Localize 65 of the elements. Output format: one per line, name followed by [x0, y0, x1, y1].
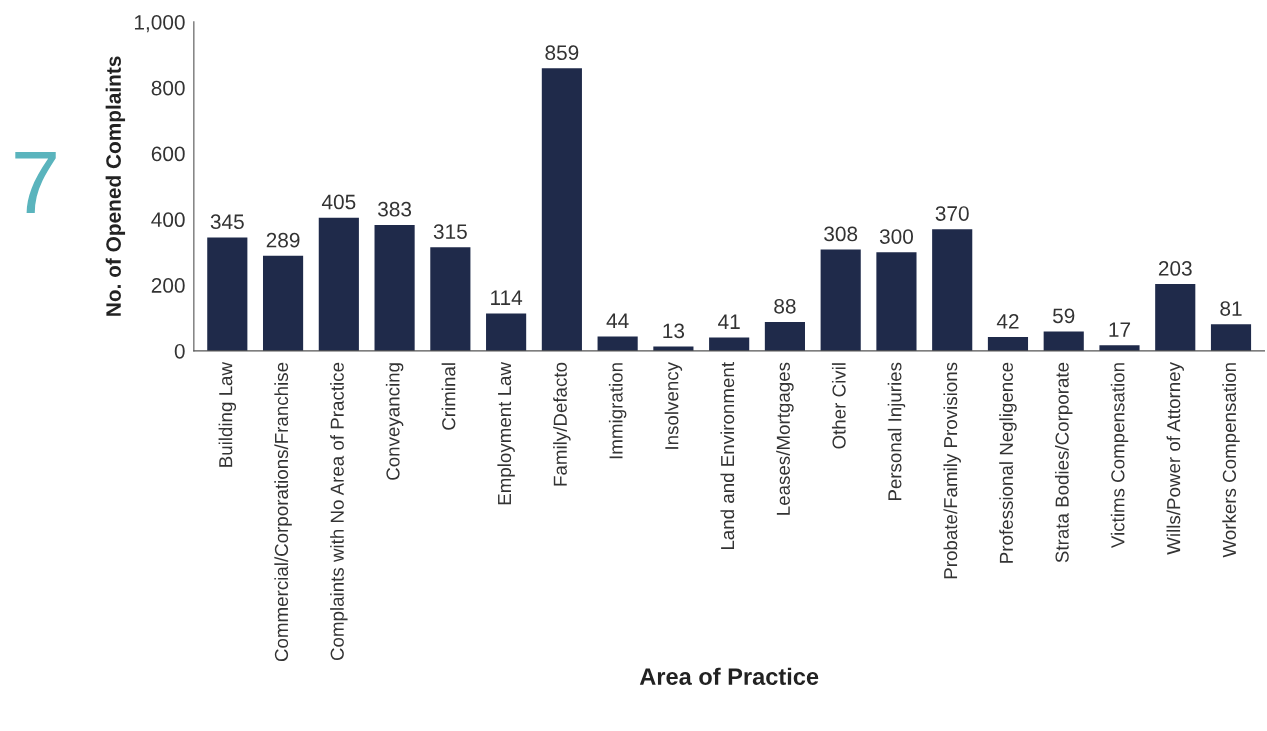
bar: [318, 217, 359, 351]
bar: [597, 336, 638, 351]
data-label: 81: [1220, 301, 1242, 316]
y-tick-label: 400: [151, 212, 185, 228]
x-tick-label: Building Law: [218, 361, 237, 467]
x-tick-label: Insolvency: [664, 362, 683, 449]
bar: [430, 247, 471, 351]
data-label: 114: [491, 290, 523, 305]
data-label: 13: [663, 323, 685, 339]
bar: [1099, 345, 1140, 351]
x-tick-label: Leases/Mortgages: [776, 362, 794, 515]
x-tick-label: Professional Negligence: [999, 362, 1017, 563]
y-axis-title: No. of Opened Complaints: [105, 56, 126, 316]
data-label: 859: [545, 45, 579, 61]
data-label: 383: [378, 201, 412, 217]
bar: [764, 321, 805, 351]
data-label: 345: [210, 214, 244, 230]
data-label: 59: [1052, 308, 1075, 324]
y-tick-label: 1,000: [134, 14, 185, 33]
y-tick-label: 800: [151, 80, 185, 96]
data-label: 315: [433, 224, 467, 239]
x-tick-label: Probate/Family Provisions: [943, 362, 961, 579]
x-tick-label: Complaints with No Area of Practice: [330, 362, 348, 661]
data-label: 300: [879, 229, 914, 244]
y-tick-label: 200: [151, 278, 185, 293]
x-tick-label: Immigration: [608, 363, 627, 459]
x-tick-label: Criminal: [441, 363, 456, 430]
x-tick-label: Commercial/Corporations/Franchise: [274, 362, 292, 662]
bar: [987, 337, 1029, 351]
x-tick-label: Personal Injuries: [887, 362, 906, 501]
data-label: 405: [321, 194, 356, 210]
data-label: 17: [1109, 322, 1131, 337]
data-label: 42: [996, 314, 1019, 329]
bar: [820, 249, 861, 351]
x-tick-label: Other Civil: [831, 363, 846, 449]
bar: [932, 229, 973, 351]
x-tick-label: Wills/Power of Attorney: [1166, 362, 1184, 555]
data-label: 289: [266, 232, 300, 248]
y-tick-label: 600: [151, 146, 185, 162]
x-tick-label: Family/Defacto: [553, 362, 571, 486]
x-axis-title: Area of Practice: [639, 667, 819, 685]
data-label: 44: [606, 313, 629, 328]
x-tick-label: Land and Environment: [720, 362, 735, 550]
bar: [374, 224, 415, 351]
data-label: 203: [1158, 261, 1192, 276]
bar: [1155, 284, 1196, 351]
data-label: 370: [935, 206, 969, 221]
x-tick-label: Victims Compensation: [1110, 363, 1129, 549]
bar: [709, 337, 750, 351]
x-tick-label: Conveyancing: [385, 363, 404, 480]
bar: [262, 255, 304, 351]
bar: [207, 237, 248, 351]
data-label: 41: [718, 314, 740, 329]
x-tick-label: Strata Bodies/Corporate: [1054, 362, 1073, 563]
bar: [876, 252, 917, 351]
bar: [541, 68, 582, 351]
x-tick-label: Employment Law: [497, 361, 515, 505]
data-label: 308: [824, 226, 858, 242]
x-tick-label: Workers Compensation: [1222, 363, 1240, 558]
y-tick-label: 0: [174, 343, 185, 359]
bar: [486, 313, 527, 351]
data-label: 88: [774, 298, 796, 314]
text: 7: [15, 151, 56, 214]
bar: [1210, 324, 1252, 351]
bar: [1043, 331, 1084, 351]
